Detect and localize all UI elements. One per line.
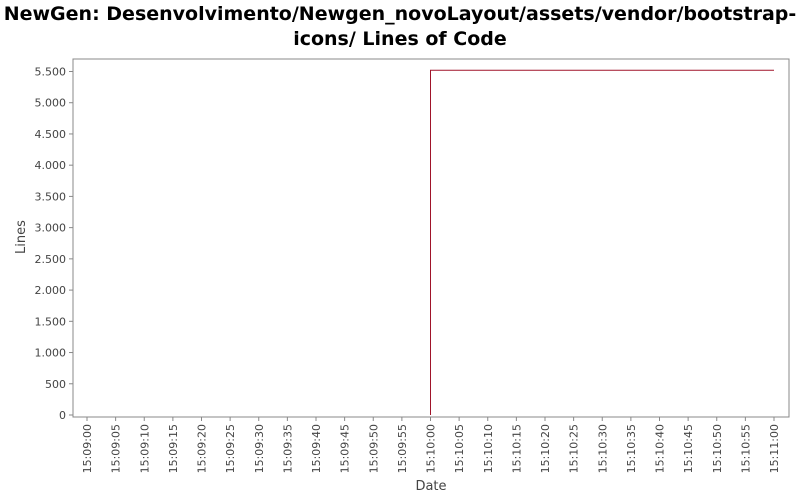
- x-tick-label: 15:09:50: [367, 424, 380, 473]
- y-tick-label: 1.500: [35, 315, 67, 328]
- y-tick-label: 5.000: [35, 97, 67, 110]
- x-tick-label: 15:09:15: [167, 424, 180, 473]
- y-tick-label: 1.000: [35, 347, 67, 360]
- x-tick-label: 15:09:20: [196, 424, 209, 473]
- x-tick-label: 15:10:45: [682, 424, 695, 473]
- y-tick-label: 3.500: [35, 190, 67, 203]
- x-tick-label: 15:09:00: [81, 424, 94, 473]
- x-tick-label: 15:09:55: [396, 424, 409, 473]
- chart-title: NewGen: Desenvolvimento/Newgen_novoLayou…: [0, 2, 800, 52]
- chart-title-line-2: icons/ Lines of Code: [293, 28, 507, 50]
- x-tick-label: 15:10:50: [711, 424, 724, 473]
- series-line: [430, 69, 774, 415]
- x-tick-label: 15:10:20: [539, 424, 552, 473]
- x-axis-label: Date: [415, 479, 446, 494]
- y-tick-label: 3.000: [35, 222, 67, 235]
- x-tick-label: 15:10:25: [568, 424, 581, 473]
- y-tick-label: 500: [45, 378, 66, 391]
- y-axis-label: Lines: [14, 220, 29, 254]
- y-tick-label: 4.500: [35, 128, 67, 141]
- x-tick-label: 15:10:00: [425, 424, 438, 473]
- y-tick-label: 2.500: [35, 253, 67, 266]
- chart-title-line-1: NewGen: Desenvolvimento/Newgen_novoLayou…: [3, 3, 797, 25]
- x-tick-label: 15:10:15: [510, 424, 523, 473]
- x-tick-label: 15:10:10: [482, 424, 495, 473]
- x-tick-label: 15:09:35: [281, 424, 294, 473]
- y-tick-label: 5.500: [35, 65, 67, 78]
- y-tick-label: 2.000: [35, 284, 67, 297]
- x-tick-label: 15:11:00: [768, 424, 781, 473]
- x-tick-label: 15:09:30: [253, 424, 266, 473]
- x-tick-label: 15:09:05: [110, 424, 123, 473]
- x-tick-label: 15:10:05: [453, 424, 466, 473]
- x-tick-label: 15:09:40: [310, 424, 323, 473]
- x-axis: 15:09:00 15:09:05 15:09:10 15:09:15 15:09:20…: [81, 417, 781, 473]
- series-group: [430, 69, 774, 415]
- x-tick-label: 15:09:45: [339, 424, 352, 473]
- x-tick-label: 15:09:10: [138, 424, 151, 473]
- x-tick-label: 15:10:30: [596, 424, 609, 473]
- x-tick-label: 15:10:55: [739, 424, 752, 473]
- y-tick-label: 4.000: [35, 159, 67, 172]
- y-tick-label: 0: [59, 409, 66, 422]
- x-tick-label: 15:10:35: [625, 424, 638, 473]
- x-tick-label: 15:09:25: [224, 424, 237, 473]
- x-tick-label: 15:10:40: [654, 424, 667, 473]
- y-axis: 0 500 1.000 1.500 2.000 2.500 3.000 3.500 4.000 4…: [35, 65, 73, 422]
